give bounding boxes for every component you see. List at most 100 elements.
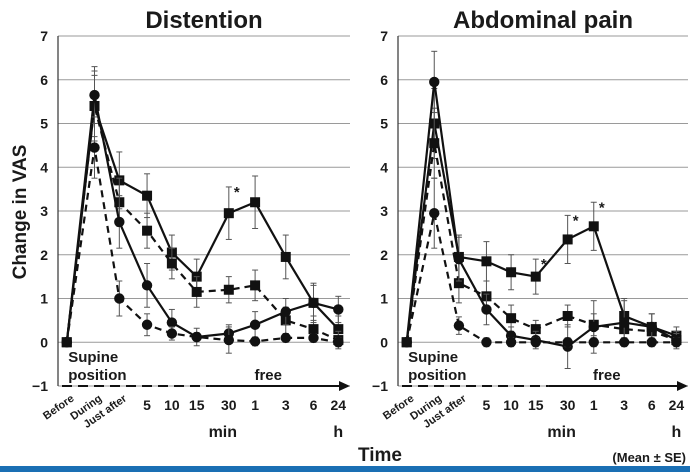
data-point-square (333, 324, 344, 335)
data-point-circle (588, 337, 599, 348)
data-point-square (223, 208, 234, 219)
series-4 (61, 116, 344, 354)
phase-label-position: position (408, 367, 466, 384)
significance-star: * (573, 212, 579, 229)
data-point-circle (89, 89, 100, 101)
x-tick-label: 5 (143, 397, 151, 413)
x-tick-label: 3 (620, 397, 628, 413)
y-tick-label: 7 (40, 28, 48, 44)
data-point-circle (308, 297, 319, 309)
y-tick-label: −1 (372, 378, 388, 394)
data-point-circle (429, 207, 440, 219)
y-tick-label: 1 (40, 291, 48, 307)
y-tick-label: −1 (32, 378, 48, 394)
x-tick-label: 1 (251, 397, 259, 413)
data-point-circle (588, 321, 599, 333)
data-point-square (506, 267, 517, 278)
phase-label-supine: Supine (408, 349, 458, 366)
bottom-accent-bar (0, 466, 690, 472)
data-point-square (429, 138, 440, 149)
phase-label-free: free (254, 367, 282, 384)
panel-title: Abdominal pain (453, 7, 633, 34)
y-tick-label: 7 (380, 28, 388, 44)
data-point-circle (481, 337, 492, 348)
data-point-circle (401, 337, 412, 348)
data-point-circle (249, 319, 261, 330)
data-point-square (562, 311, 573, 321)
series-line (65, 105, 339, 343)
y-tick-label: 0 (40, 334, 48, 350)
series-line (65, 147, 339, 344)
y-tick-label: 5 (40, 116, 48, 132)
data-point-circle (280, 332, 291, 344)
y-tick-label: 3 (380, 203, 388, 219)
x-tick-label: 5 (483, 397, 491, 413)
y-tick-label: 4 (380, 159, 388, 175)
x-tick-label: 15 (528, 397, 544, 413)
data-point-circle (223, 334, 235, 346)
x-tick-label: 30 (560, 397, 576, 413)
y-tick-label: 1 (380, 291, 388, 307)
data-point-circle (505, 337, 517, 348)
series-1: * * * (401, 88, 682, 348)
x-axis-label: Time (358, 445, 402, 466)
y-tick-label: 5 (380, 116, 388, 132)
data-point-circle (249, 336, 261, 347)
x-tick-label: 6 (310, 397, 318, 413)
x-unit-h: h (333, 424, 343, 441)
data-point-circle (646, 337, 657, 348)
phase-arrow-head (677, 381, 688, 391)
data-point-circle (166, 317, 178, 328)
x-tick-label: 10 (164, 397, 180, 413)
data-point-circle (280, 306, 291, 317)
panel-abdominal-pain: Abdominal pain−101234567BeforeDuringJust… (372, 7, 688, 441)
data-point-circle (114, 293, 125, 304)
data-point-circle (530, 337, 541, 348)
data-point-circle (141, 280, 153, 291)
x-tick-label: 1 (590, 397, 598, 413)
data-point-square (530, 271, 541, 282)
data-point-circle (308, 332, 319, 344)
data-point-circle (562, 337, 573, 348)
data-point-square (453, 278, 464, 289)
y-tick-label: 6 (380, 72, 388, 88)
x-tick-label: 3 (282, 397, 290, 413)
x-tick-label: 24 (669, 397, 685, 413)
data-point-circle (646, 321, 657, 333)
phase-label-position: position (68, 367, 126, 384)
data-point-square (142, 190, 153, 201)
y-tick-label: 4 (40, 159, 48, 175)
x-unit-h: h (672, 424, 682, 441)
x-tick-label: 30 (221, 397, 237, 413)
data-point-circle (333, 337, 344, 348)
data-point-circle (619, 317, 630, 328)
phase-label-supine: Supine (68, 349, 118, 366)
series-4 (401, 177, 682, 348)
y-tick-label: 2 (380, 247, 388, 263)
panel-title: Distention (145, 7, 262, 34)
data-point-square (588, 221, 599, 232)
y-axis-label: Change in VAS (10, 145, 31, 280)
data-point-square (481, 256, 492, 267)
error-note: (Mean ± SE) (612, 450, 686, 465)
phase-label-free: free (593, 367, 621, 384)
x-tick-label: 24 (331, 397, 347, 413)
data-point-square (250, 197, 261, 208)
data-point-square (191, 286, 202, 297)
data-point-square (506, 313, 517, 324)
data-point-circle (333, 304, 344, 315)
significance-star: * (541, 256, 547, 273)
data-point-square (280, 251, 291, 262)
data-point-circle (61, 337, 72, 348)
y-tick-label: 3 (40, 203, 48, 219)
data-point-circle (453, 320, 465, 331)
series-line (65, 94, 339, 343)
x-tick-label: 6 (648, 397, 656, 413)
x-tick-label: 10 (503, 397, 519, 413)
data-point-circle (619, 337, 630, 348)
data-point-square (142, 225, 153, 236)
data-point-square (223, 284, 234, 295)
x-tick-label: 15 (189, 397, 205, 413)
